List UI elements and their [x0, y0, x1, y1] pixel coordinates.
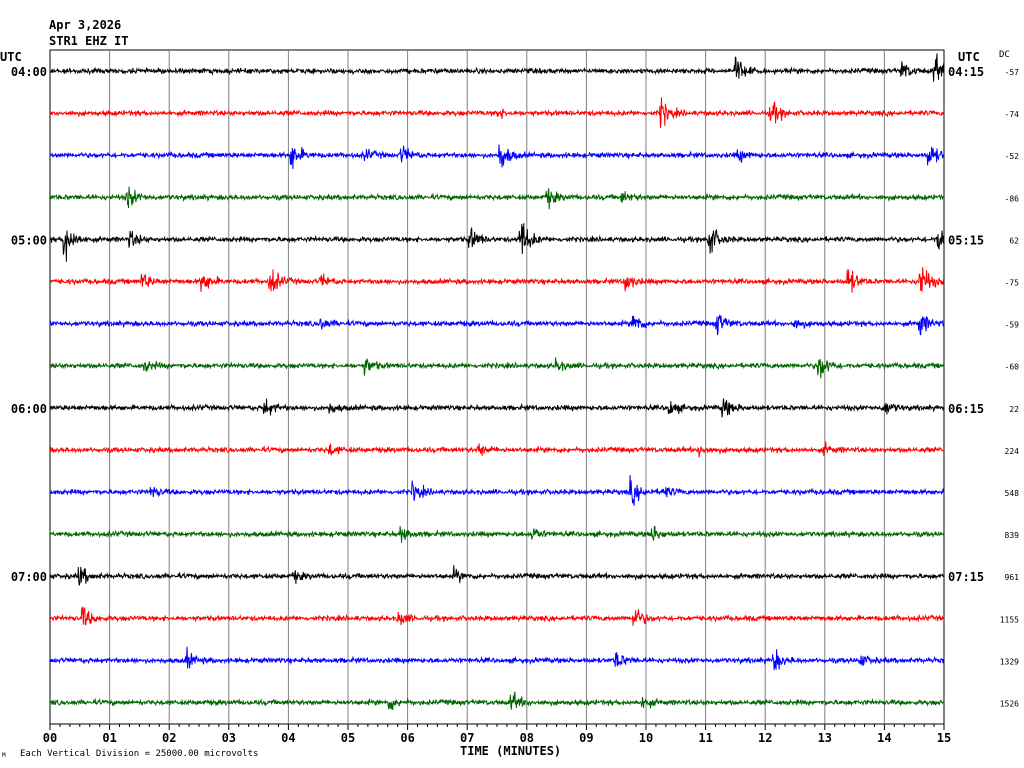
dc-offset-label: 1155: [1000, 615, 1019, 624]
x-axis-title: TIME (MINUTES): [460, 744, 562, 758]
dc-offset-label: 1526: [1000, 700, 1019, 709]
dc-offset-label: 62: [1009, 236, 1019, 245]
trace-line: [49, 357, 945, 379]
left-time-label: 07:00: [11, 570, 47, 584]
x-tick-label: 10: [639, 731, 653, 745]
vertical-division-note: Each Vertical Division = 25000.00 microv…: [20, 749, 259, 759]
plot-frame: [49, 49, 945, 725]
trace-line: [49, 565, 945, 586]
trace-line: [49, 53, 945, 82]
trace-line: [49, 441, 945, 458]
trace-line: [49, 398, 945, 418]
dc-offset-label: 839: [1005, 531, 1020, 540]
x-tick-label: 14: [877, 731, 891, 745]
trace-line: [49, 223, 945, 262]
trace-line: [49, 186, 945, 210]
trace-line: [49, 474, 945, 506]
dc-offset-label: -59: [1005, 321, 1020, 330]
trace-line: [49, 606, 945, 626]
dc-offset-label: 224: [1005, 447, 1020, 456]
station-label: STR1 EHZ IT: [49, 34, 129, 48]
x-tick-label: 04: [281, 731, 295, 745]
trace-line: [49, 314, 945, 336]
dc-header-label: DC: [999, 50, 1010, 60]
dc-offset-label: 961: [1005, 573, 1020, 582]
trace-line: [49, 691, 945, 711]
trace-line: [49, 144, 945, 170]
x-tick-label: 08: [520, 731, 534, 745]
dc-offset-label: -52: [1005, 152, 1020, 161]
dc-offset-label: 1329: [1000, 657, 1019, 666]
x-tick-label: 09: [579, 731, 593, 745]
right-time-label: 07:15: [948, 570, 984, 584]
x-tick-label: 11: [698, 731, 712, 745]
right-time-label: 05:15: [948, 233, 984, 247]
dc-offset-label: -74: [1005, 110, 1020, 119]
x-tick-label: 13: [818, 731, 832, 745]
left-time-label: 04:00: [11, 65, 47, 79]
trace-line: [49, 646, 945, 671]
x-tick-label: 01: [102, 731, 116, 745]
left-time-label: 06:00: [11, 402, 47, 416]
x-tick-label: 02: [162, 731, 176, 745]
x-tick-label: 12: [758, 731, 772, 745]
right-time-label: 04:15: [948, 65, 984, 79]
dc-offset-label: -60: [1005, 363, 1020, 372]
x-tick-label: 03: [222, 731, 236, 745]
right-time-label: 06:15: [948, 402, 984, 416]
x-tick-label: 06: [400, 731, 414, 745]
trace-line: [49, 97, 945, 128]
dc-offset-label: 22: [1009, 405, 1019, 414]
dc-offset-label: -75: [1005, 279, 1020, 288]
date-label: Apr 3,2026: [49, 18, 122, 32]
dc-offset-label: -86: [1005, 194, 1020, 203]
trace-line: [50, 267, 945, 293]
x-tick-label: 00: [43, 731, 57, 745]
utc-left-label: UTC: [0, 50, 22, 64]
dc-offset-label: -57: [1005, 68, 1020, 77]
utc-right-label: UTC: [958, 50, 980, 64]
dc-offset-label: 548: [1005, 489, 1020, 498]
trace-line: [49, 525, 945, 543]
x-tick-label: 05: [341, 731, 355, 745]
x-tick-label: 07: [460, 731, 474, 745]
x-tick-label: 15: [937, 731, 951, 745]
left-time-label: 05:00: [11, 233, 47, 247]
corner-mark: M: [2, 752, 6, 759]
